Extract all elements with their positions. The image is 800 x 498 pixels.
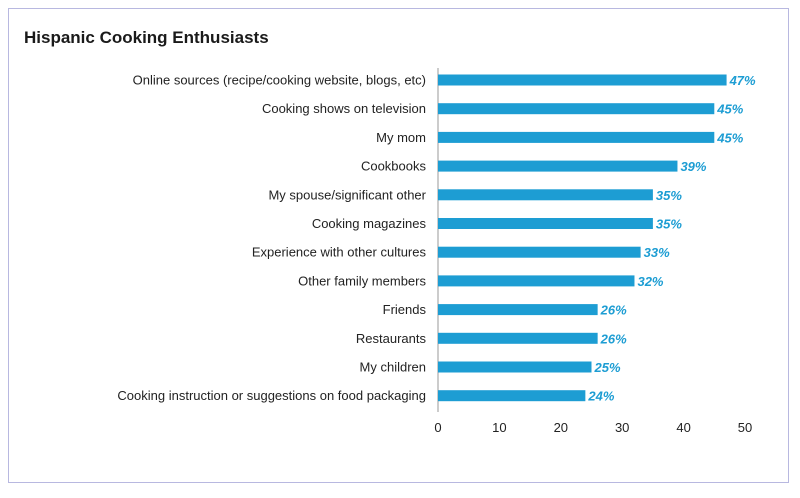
value-label: 45% — [716, 130, 743, 145]
x-tick-label: 10 — [492, 420, 506, 435]
chart-title: Hispanic Cooking Enthusiasts — [24, 28, 269, 47]
category-label: Cookbooks — [361, 159, 427, 174]
category-label: Cooking shows on television — [262, 101, 426, 116]
value-label: 47% — [729, 73, 756, 88]
category-label: Cooking instruction or suggestions on fo… — [117, 388, 426, 403]
bar — [438, 246, 641, 258]
x-tick-label: 30 — [615, 420, 629, 435]
value-label: 24% — [587, 389, 614, 404]
value-label: 33% — [644, 245, 670, 260]
value-label: 26% — [600, 303, 627, 318]
x-tick-label: 50 — [738, 420, 752, 435]
bar — [438, 189, 653, 201]
x-tick-label: 40 — [676, 420, 690, 435]
bar — [438, 218, 653, 229]
bar — [438, 275, 635, 287]
bar — [438, 131, 715, 143]
value-label: 26% — [600, 331, 627, 346]
bar — [438, 361, 592, 373]
x-tick-label: 0 — [434, 420, 441, 435]
value-label: 25% — [594, 360, 621, 375]
category-label: Friends — [383, 302, 427, 317]
category-label: My spouse/significant other — [268, 187, 426, 202]
bar — [438, 103, 715, 115]
value-label: 39% — [680, 159, 706, 174]
bar — [438, 160, 678, 172]
category-label: Online sources (recipe/cooking website, … — [133, 73, 426, 88]
bar — [438, 390, 586, 402]
bar — [438, 332, 598, 344]
x-tick-label: 20 — [554, 420, 568, 435]
category-label: Experience with other cultures — [252, 245, 427, 260]
category-label: My children — [360, 360, 426, 375]
bar — [438, 74, 727, 86]
bar — [438, 304, 598, 316]
value-label: 35% — [656, 188, 682, 203]
value-label: 45% — [716, 102, 743, 117]
category-label: Other family members — [298, 273, 426, 288]
chart-frame — [8, 8, 789, 483]
category-label: Restaurants — [356, 331, 427, 346]
value-label: 35% — [656, 217, 682, 232]
category-label: Cooking magazines — [312, 216, 427, 231]
value-label: 32% — [637, 274, 663, 289]
category-label: My mom — [376, 130, 426, 145]
